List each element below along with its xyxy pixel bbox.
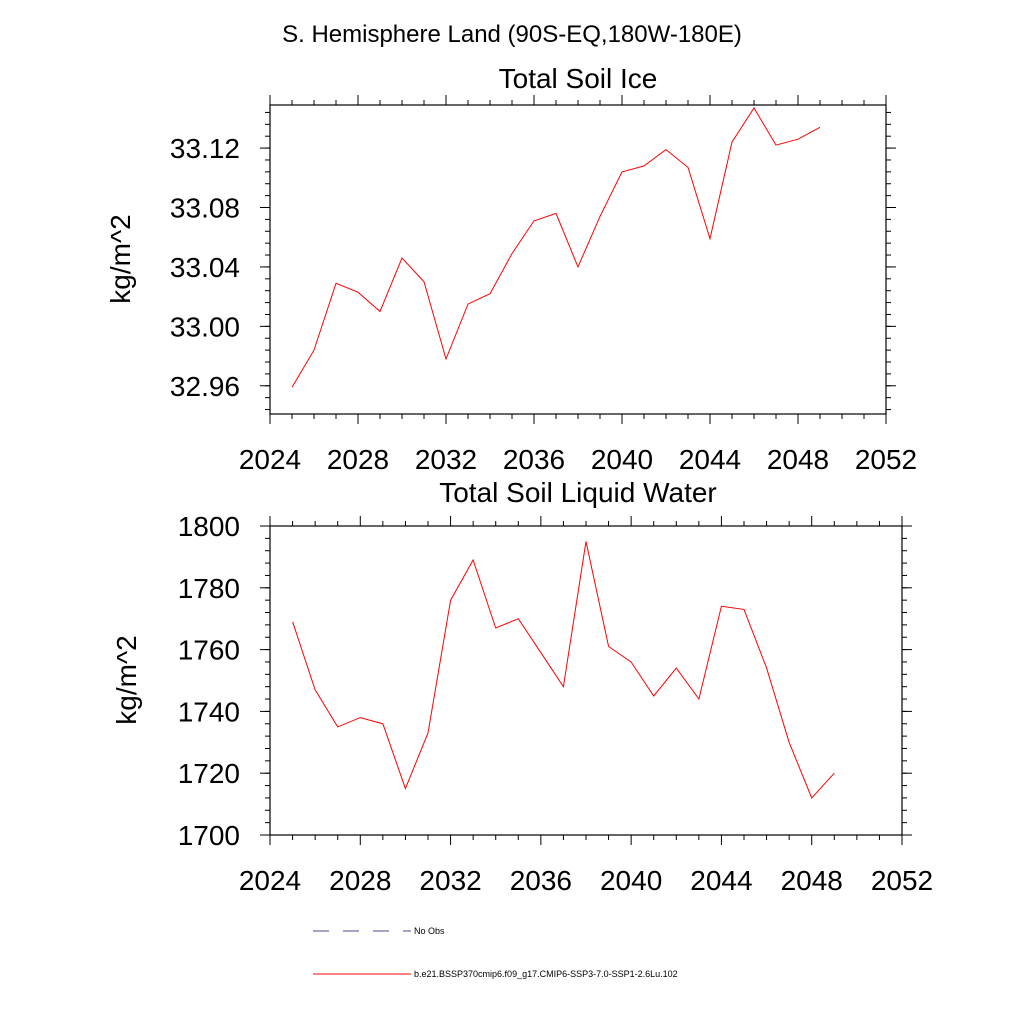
x-tick-label: 2052 [871,865,933,896]
y-tick-label: 33.04 [170,252,240,283]
y-tick-label: 1740 [178,696,240,727]
chart-title-soil-ice: Total Soil Ice [499,63,658,94]
y-axis-label-soil-liquid-water: kg/m^2 [111,635,142,724]
x-tick-label: 2044 [690,865,752,896]
x-tick-label: 2028 [329,865,391,896]
page-title: S. Hemisphere Land (90S-EQ,180W-180E) [282,21,742,48]
plot-frame [269,525,903,836]
x-tick-label: 2036 [503,444,565,475]
x-tick-label: 2028 [327,444,389,475]
x-tick-label: 2024 [239,444,301,475]
y-tick-label: 33.12 [170,133,240,164]
x-tick-label: 2044 [679,444,741,475]
panel-total-soil-liquid-water: Total Soil Liquid Water kg/m^2 2024 2028 2… [111,477,933,896]
x-tick-label: 2032 [419,865,481,896]
y-tick-label: 1760 [178,635,240,666]
x-tick-label: 2036 [510,865,572,896]
plot-frame [269,104,887,415]
series-line [291,107,821,388]
y-tick-label: 33.00 [170,311,240,342]
y-tick-label: 33.08 [170,193,240,224]
x-tick-label: 2052 [855,444,917,475]
series-line [292,541,835,799]
x-tick-label: 2040 [600,865,662,896]
y-tick-label: 32.96 [170,371,240,402]
y-tick-label: 1800 [178,511,240,542]
x-tick-label: 2040 [591,444,653,475]
x-tick-label: 2048 [781,865,843,896]
y-axis-label-soil-ice: kg/m^2 [105,214,136,303]
x-tick-label: 2048 [767,444,829,475]
y-tick-label: 1720 [178,758,240,789]
legend-label-model-run: b.e21.BSSP370cmip6.f09_g17.CMIP6-SSP3-7.… [414,969,678,979]
y-tick-label: 1700 [178,820,240,851]
legend-label-no-obs: No Obs [414,926,445,936]
x-tick-label: 2032 [415,444,477,475]
chart-title-soil-liquid-water: Total Soil Liquid Water [439,477,717,508]
legend: No Obs b.e21.BSSP370cmip6.f09_g17.CMIP6-… [313,926,678,979]
y-tick-label: 1780 [178,573,240,604]
panel-total-soil-ice: Total Soil Ice kg/m^2 2024 2028 2032 2036 20… [105,63,917,475]
x-tick-label: 2024 [239,865,301,896]
